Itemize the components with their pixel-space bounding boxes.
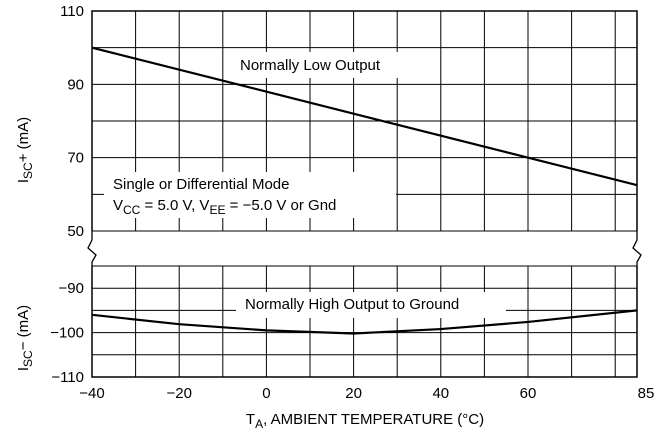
plot-frame xyxy=(91,10,638,378)
x-tick-label: 60 xyxy=(520,385,537,402)
series-lines xyxy=(91,46,638,335)
y-tick-label: 50 xyxy=(67,223,84,240)
x-tick-label: 20 xyxy=(345,385,362,402)
grid xyxy=(92,11,637,377)
y-tick-label: 110 xyxy=(60,3,84,20)
x-tick-label: 40 xyxy=(432,385,449,402)
axis-break-mark xyxy=(87,231,97,266)
y-tick-label: −90 xyxy=(59,280,84,297)
y-tick-label: −110 xyxy=(51,369,84,386)
y-tick-label: 70 xyxy=(67,150,84,167)
y-tick-label: 90 xyxy=(67,76,84,93)
legend-bg-low xyxy=(232,52,416,78)
y-tick-label: −100 xyxy=(50,325,84,342)
lower-panel-border xyxy=(91,266,638,378)
mode-annotation-line2: VCC = 5.0 V, VEE = −5.0 V or Gnd xyxy=(113,197,336,217)
axis-break-marks xyxy=(87,231,642,266)
axis-break-mark xyxy=(632,231,642,266)
legend-bg-high xyxy=(236,292,506,318)
lower-y-axis-label: ISC− (mA) xyxy=(15,305,35,371)
x-tick-label: 0 xyxy=(262,385,270,402)
y-tick-labels: 110 90 70 50 −90 −100 −110 xyxy=(50,3,84,386)
x-tick-label: 85 xyxy=(638,385,655,402)
mode-annotation-line1: Single or Differential Mode xyxy=(113,176,289,193)
series-label-normally-high: Normally High Output to Ground xyxy=(245,296,459,313)
x-tick-labels: −40 −20 0 20 40 60 85 xyxy=(79,385,654,402)
x-axis-label: TA, AMBIENT TEMPERATURE (°C) xyxy=(246,411,484,431)
mode-annotation-bg xyxy=(104,172,396,218)
series-line-normally-high-output xyxy=(91,309,638,335)
upper-panel-border xyxy=(91,10,638,231)
upper-y-axis-label: ISC+ (mA) xyxy=(15,117,35,183)
series-label-normally-low: Normally Low Output xyxy=(240,57,381,74)
x-tick-label: −20 xyxy=(166,385,191,402)
series-line-normally-low-output xyxy=(91,46,638,187)
x-tick-label: −40 xyxy=(79,385,104,402)
